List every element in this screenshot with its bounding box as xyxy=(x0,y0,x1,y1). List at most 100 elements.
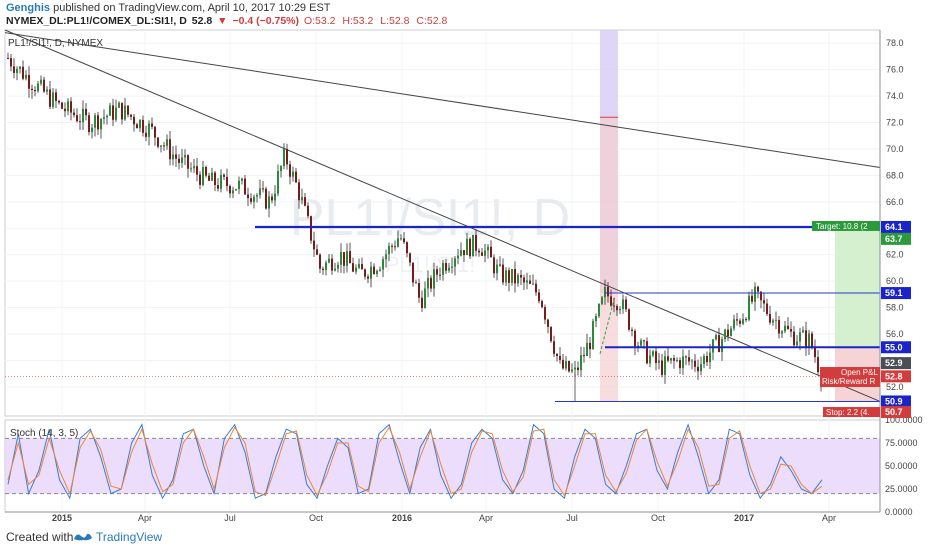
trendline-steep[interactable] xyxy=(4,29,881,402)
down-arrow-icon: ▼ xyxy=(217,15,228,27)
horizontal-levels[interactable] xyxy=(5,225,880,402)
candle-body xyxy=(598,304,600,317)
candle-body xyxy=(670,358,672,361)
candle-body xyxy=(685,356,687,358)
candle-body xyxy=(187,155,189,169)
price-tick-label: 78.0 xyxy=(886,38,904,48)
candle-body xyxy=(226,176,228,187)
chart-canvas[interactable]: PL1!/SI1!, D PL1!/SI1! 78.0 76.0 74.0 72.0 7… xyxy=(0,0,932,524)
price-tag-target2: 63.7 xyxy=(885,234,903,244)
candle-body xyxy=(532,283,534,285)
candle-body xyxy=(565,361,567,369)
candle-body xyxy=(574,367,576,370)
time-tick-label: Jul xyxy=(566,513,578,523)
candle-body xyxy=(31,88,33,91)
stoch-tick-label: 25.0000 xyxy=(885,484,918,494)
ticker-high: H:53.2 xyxy=(342,15,374,27)
candle-body xyxy=(529,280,531,284)
candle-body xyxy=(61,102,63,109)
candle-body xyxy=(814,347,816,358)
candle-body xyxy=(91,127,93,133)
candle-body xyxy=(760,291,762,301)
candle-body xyxy=(433,269,435,289)
trendlines[interactable] xyxy=(4,29,881,402)
stoch-tick-label: 75.0000 xyxy=(885,438,918,448)
candle-body xyxy=(679,360,681,369)
candle-body xyxy=(379,269,381,271)
candle-body xyxy=(223,174,225,177)
time-tick-label: Oct xyxy=(651,513,666,523)
time-tick-label: Apr xyxy=(138,513,152,523)
time-tick-label: 2017 xyxy=(734,513,754,523)
time-axis[interactable]: 2015 Apr Jul Oct 2016 Apr Jul Oct 2017 Apr xyxy=(5,511,880,523)
candle-body xyxy=(118,102,120,108)
candle-body xyxy=(331,258,333,271)
candle-body xyxy=(217,185,219,189)
stop-label: Stop: 2.2 (4. xyxy=(826,408,870,417)
candle-body xyxy=(142,119,144,133)
candle-body xyxy=(724,329,726,340)
candle-body xyxy=(247,194,249,199)
price-tick-label: 66.0 xyxy=(886,197,904,207)
candle-body xyxy=(88,115,90,133)
candle-body xyxy=(310,216,312,241)
candle-body xyxy=(742,319,744,324)
tradingview-link[interactable]: TradingView xyxy=(96,530,163,544)
candle-body xyxy=(649,355,651,364)
candle-body xyxy=(85,108,87,116)
candle-body xyxy=(727,329,729,337)
candle-body xyxy=(109,105,111,116)
price-tick-label: 68.0 xyxy=(886,170,904,180)
author-link[interactable]: Genghis xyxy=(6,2,51,14)
candle-body xyxy=(745,319,747,321)
candle-body xyxy=(280,166,282,172)
candle-body xyxy=(676,360,678,362)
footer: Created with TradingView xyxy=(0,524,932,550)
price-axis[interactable]: 78.076.074.072.070.068.066.064.062.060.0… xyxy=(879,30,923,517)
candle-body xyxy=(688,357,690,362)
price-tag-target: 64.1 xyxy=(885,222,903,232)
candle-body xyxy=(97,115,99,130)
candle-body xyxy=(184,155,186,158)
candle-body xyxy=(712,339,714,353)
candle-body xyxy=(376,270,378,274)
candle-body xyxy=(757,286,759,292)
candle-body xyxy=(409,253,411,263)
candle-body xyxy=(556,353,558,356)
candle-body xyxy=(463,250,465,256)
candle-body xyxy=(505,270,507,283)
candle-body xyxy=(511,269,513,283)
time-tick-label: Jul xyxy=(224,513,236,523)
candle-body xyxy=(637,345,639,347)
candle-body xyxy=(49,89,51,107)
stop-label-bg xyxy=(823,407,880,418)
candle-body xyxy=(802,330,804,333)
candle-body xyxy=(196,166,198,175)
candle-body xyxy=(454,258,456,267)
candle-body xyxy=(298,182,300,201)
candle-body xyxy=(52,92,54,107)
candle-body xyxy=(520,274,522,278)
candle-body xyxy=(805,330,807,348)
price-tag-last-bg xyxy=(881,370,911,383)
candle-body xyxy=(382,259,384,270)
candle-body xyxy=(487,246,489,251)
candle-body xyxy=(115,107,117,120)
price-tag-591-bg xyxy=(881,287,911,300)
candle-body xyxy=(562,359,564,369)
candle-body xyxy=(157,137,159,147)
candle-body xyxy=(175,154,177,159)
price-tick-label: 76.0 xyxy=(886,65,904,75)
candle-body xyxy=(193,166,195,169)
candle-body xyxy=(475,234,477,251)
candle-body xyxy=(343,252,345,266)
candle-body xyxy=(349,251,351,264)
measure-line-2[interactable] xyxy=(599,295,616,354)
candle-body xyxy=(664,356,666,375)
range-highlight-red xyxy=(600,117,618,402)
candle-body xyxy=(772,320,774,323)
candle-body xyxy=(79,121,81,123)
chart-label: PL1!/SI1!, D, NYMEX xyxy=(8,38,103,49)
candle-body xyxy=(541,301,543,308)
trendline-long[interactable] xyxy=(4,32,881,168)
